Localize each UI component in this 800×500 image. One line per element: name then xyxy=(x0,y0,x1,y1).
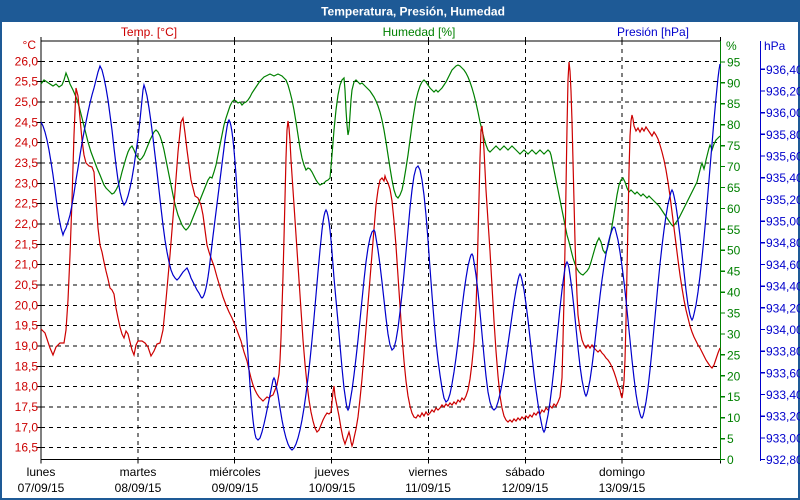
svg-text:934,40: 934,40 xyxy=(766,280,800,294)
svg-text:936,40: 936,40 xyxy=(766,63,800,77)
svg-text:16,5: 16,5 xyxy=(15,441,39,455)
svg-text:934,20: 934,20 xyxy=(766,301,800,315)
svg-text:°C: °C xyxy=(23,38,37,52)
svg-text:35: 35 xyxy=(727,307,741,321)
svg-text:19,0: 19,0 xyxy=(15,339,39,353)
svg-text:80: 80 xyxy=(727,118,741,132)
svg-text:25: 25 xyxy=(727,348,741,362)
svg-text:Presión [hPa]: Presión [hPa] xyxy=(617,25,689,39)
svg-text:sábado: sábado xyxy=(505,465,545,479)
svg-text:0: 0 xyxy=(727,453,734,467)
svg-text:21,0: 21,0 xyxy=(15,258,39,272)
svg-text:50: 50 xyxy=(727,244,741,258)
svg-text:5: 5 xyxy=(727,432,734,446)
svg-text:22,5: 22,5 xyxy=(15,197,39,211)
svg-text:90: 90 xyxy=(727,76,741,90)
svg-text:24,5: 24,5 xyxy=(15,115,39,129)
svg-text:Temperatura, Presión, Humedad: Temperatura, Presión, Humedad xyxy=(321,5,505,19)
svg-text:933,20: 933,20 xyxy=(766,410,800,424)
svg-text:17,0: 17,0 xyxy=(15,420,39,434)
svg-text:07/09/15: 07/09/15 xyxy=(18,481,65,495)
svg-text:22,0: 22,0 xyxy=(15,217,39,231)
svg-text:933,00: 933,00 xyxy=(766,431,800,445)
svg-text:%: % xyxy=(726,39,737,53)
svg-text:936,00: 936,00 xyxy=(766,106,800,120)
svg-text:12/09/15: 12/09/15 xyxy=(502,481,549,495)
svg-text:Temp. [°C]: Temp. [°C] xyxy=(121,25,177,39)
svg-text:09/09/15: 09/09/15 xyxy=(212,481,259,495)
svg-text:lunes: lunes xyxy=(27,465,56,479)
svg-text:30: 30 xyxy=(727,327,741,341)
svg-text:932,80: 932,80 xyxy=(766,453,800,467)
svg-text:19,5: 19,5 xyxy=(15,319,39,333)
svg-text:13/09/15: 13/09/15 xyxy=(599,481,646,495)
svg-text:934,60: 934,60 xyxy=(766,258,800,272)
svg-text:935,80: 935,80 xyxy=(766,128,800,142)
svg-text:936,20: 936,20 xyxy=(766,85,800,99)
svg-text:17,5: 17,5 xyxy=(15,400,39,414)
svg-text:60: 60 xyxy=(727,202,741,216)
svg-text:25,5: 25,5 xyxy=(15,75,39,89)
svg-text:935,40: 935,40 xyxy=(766,171,800,185)
svg-text:25,0: 25,0 xyxy=(15,95,39,109)
svg-text:Humedad [%]: Humedad [%] xyxy=(383,25,456,39)
svg-text:hPa: hPa xyxy=(764,39,786,53)
svg-text:15: 15 xyxy=(727,390,741,404)
svg-text:10/09/15: 10/09/15 xyxy=(309,481,356,495)
svg-text:935,00: 935,00 xyxy=(766,215,800,229)
svg-text:11/09/15: 11/09/15 xyxy=(405,481,451,495)
svg-text:miércoles: miércoles xyxy=(209,465,260,479)
svg-text:55: 55 xyxy=(727,223,741,237)
svg-text:domingo: domingo xyxy=(599,465,645,479)
svg-text:18,5: 18,5 xyxy=(15,359,39,373)
svg-text:95: 95 xyxy=(727,55,741,69)
svg-text:935,20: 935,20 xyxy=(766,193,800,207)
svg-text:jueves: jueves xyxy=(314,465,350,479)
svg-text:45: 45 xyxy=(727,265,741,279)
svg-text:65: 65 xyxy=(727,181,741,195)
svg-text:933,80: 933,80 xyxy=(766,345,800,359)
svg-text:martes: martes xyxy=(120,465,157,479)
svg-text:18,0: 18,0 xyxy=(15,380,39,394)
svg-text:21,5: 21,5 xyxy=(15,237,39,251)
svg-text:10: 10 xyxy=(727,411,741,425)
svg-text:20,5: 20,5 xyxy=(15,278,39,292)
svg-text:viernes: viernes xyxy=(409,465,448,479)
svg-text:24,0: 24,0 xyxy=(15,136,39,150)
svg-text:23,0: 23,0 xyxy=(15,176,39,190)
svg-text:20,0: 20,0 xyxy=(15,298,39,312)
svg-text:75: 75 xyxy=(727,139,741,153)
svg-text:935,60: 935,60 xyxy=(766,150,800,164)
svg-text:933,40: 933,40 xyxy=(766,388,800,402)
svg-text:23,5: 23,5 xyxy=(15,156,39,170)
svg-text:20: 20 xyxy=(727,369,741,383)
svg-text:933,60: 933,60 xyxy=(766,366,800,380)
svg-text:934,00: 934,00 xyxy=(766,323,800,337)
svg-text:26,0: 26,0 xyxy=(15,54,39,68)
svg-text:85: 85 xyxy=(727,97,741,111)
svg-text:70: 70 xyxy=(727,160,741,174)
svg-text:08/09/15: 08/09/15 xyxy=(115,481,162,495)
svg-text:40: 40 xyxy=(727,286,741,300)
svg-text:934,80: 934,80 xyxy=(766,236,800,250)
